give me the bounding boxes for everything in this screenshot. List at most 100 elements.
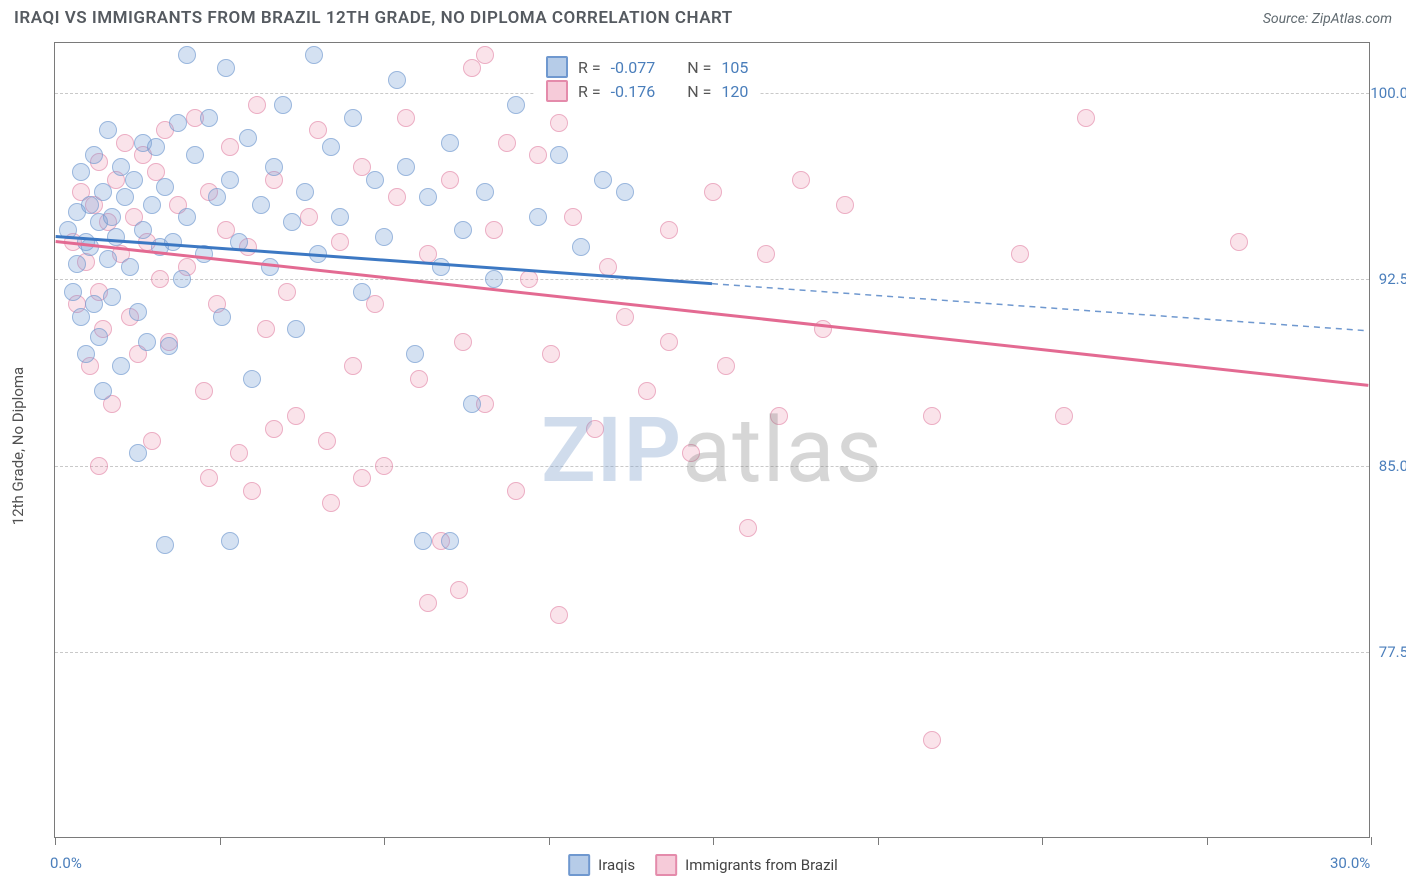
scatter-point-b (375, 457, 393, 475)
scatter-point-a (217, 59, 235, 77)
scatter-point-a (414, 532, 432, 550)
scatter-point-a (239, 129, 257, 147)
scatter-point-b (836, 196, 854, 214)
stats-swatch-b (546, 80, 568, 102)
y-tick-label: 92.5% (1379, 270, 1406, 288)
y-tick-label: 100.0% (1370, 84, 1406, 102)
gridline-h (55, 466, 1369, 467)
scatter-point-b (923, 731, 941, 749)
scatter-point-a (195, 245, 213, 263)
x-tick (1042, 837, 1043, 845)
stats-n-value: 120 (721, 82, 748, 101)
scatter-point-a (572, 238, 590, 256)
scatter-point-b (331, 233, 349, 251)
scatter-point-a (507, 96, 525, 114)
legend-label-b: Immigrants from Brazil (685, 856, 838, 874)
scatter-point-a (129, 444, 147, 462)
scatter-point-a (594, 171, 612, 189)
x-tick (713, 837, 714, 845)
scatter-point-a (143, 196, 161, 214)
scatter-point-b (739, 519, 757, 537)
scatter-point-b (318, 432, 336, 450)
scatter-point-b (616, 308, 634, 326)
scatter-point-b (450, 581, 468, 599)
scatter-point-a (72, 163, 90, 181)
scatter-point-b (792, 171, 810, 189)
scatter-point-a (90, 328, 108, 346)
scatter-point-a (208, 188, 226, 206)
scatter-point-b (419, 594, 437, 612)
scatter-point-a (252, 196, 270, 214)
scatter-point-a (265, 158, 283, 176)
scatter-point-b (278, 283, 296, 301)
scatter-point-a (432, 258, 450, 276)
scatter-point-a (476, 183, 494, 201)
scatter-point-b (586, 420, 604, 438)
scatter-point-a (243, 370, 261, 388)
scatter-point-a (406, 345, 424, 363)
scatter-point-a (178, 208, 196, 226)
y-tick-label: 77.5% (1379, 643, 1406, 661)
scatter-point-b (507, 482, 525, 500)
scatter-point-a (441, 532, 459, 550)
gridline-h (55, 279, 1369, 280)
scatter-point-b (550, 606, 568, 624)
scatter-point-b (397, 109, 415, 127)
scatter-point-b (1077, 109, 1095, 127)
scatter-point-a (156, 536, 174, 554)
legend-label-a: Iraqis (598, 856, 635, 874)
scatter-point-a (147, 138, 165, 156)
scatter-point-b (454, 333, 472, 351)
x-tick (1371, 837, 1372, 845)
scatter-point-b (287, 407, 305, 425)
scatter-point-b (200, 469, 218, 487)
scatter-point-a (388, 71, 406, 89)
scatter-point-b (257, 320, 275, 338)
chart-header: IRAQI VS IMMIGRANTS FROM BRAZIL 12TH GRA… (0, 0, 1406, 34)
scatter-point-b (344, 357, 362, 375)
scatter-point-a (331, 208, 349, 226)
scatter-point-b (1055, 407, 1073, 425)
scatter-point-b (116, 134, 134, 152)
scatter-point-a (103, 288, 121, 306)
scatter-point-a (441, 134, 459, 152)
scatter-point-a (309, 245, 327, 263)
scatter-point-a (200, 109, 218, 127)
scatter-point-b (520, 270, 538, 288)
scatter-point-b (564, 208, 582, 226)
scatter-point-a (261, 258, 279, 276)
x-tick (1207, 837, 1208, 845)
scatter-point-a (230, 233, 248, 251)
scatter-point-a (322, 138, 340, 156)
scatter-point-b (717, 357, 735, 375)
scatter-point-a (178, 46, 196, 64)
scatter-point-a (116, 188, 134, 206)
scatter-point-a (550, 146, 568, 164)
scatter-point-a (221, 171, 239, 189)
scatter-point-a (160, 337, 178, 355)
scatter-point-b (1230, 233, 1248, 251)
scatter-point-a (121, 258, 139, 276)
gridline-h (55, 652, 1369, 653)
scatter-point-b (485, 221, 503, 239)
scatter-point-a (81, 238, 99, 256)
scatter-point-a (296, 183, 314, 201)
scatter-point-a (305, 46, 323, 64)
scatter-point-a (94, 382, 112, 400)
stats-n-value: 105 (721, 58, 748, 77)
scatter-point-b (1011, 245, 1029, 263)
scatter-point-b (599, 258, 617, 276)
scatter-point-a (156, 178, 174, 196)
scatter-point-b (195, 382, 213, 400)
scatter-point-b (151, 270, 169, 288)
legend-item-b: Immigrants from Brazil (655, 854, 838, 876)
scatter-point-a (213, 308, 231, 326)
scatter-point-b (248, 96, 266, 114)
stats-r-label: R = (578, 58, 601, 77)
scatter-point-b (476, 46, 494, 64)
scatter-point-a (173, 270, 191, 288)
scatter-point-b (660, 221, 678, 239)
scatter-point-b (498, 134, 516, 152)
legend-swatch-b (655, 854, 677, 876)
scatter-point-a (397, 158, 415, 176)
